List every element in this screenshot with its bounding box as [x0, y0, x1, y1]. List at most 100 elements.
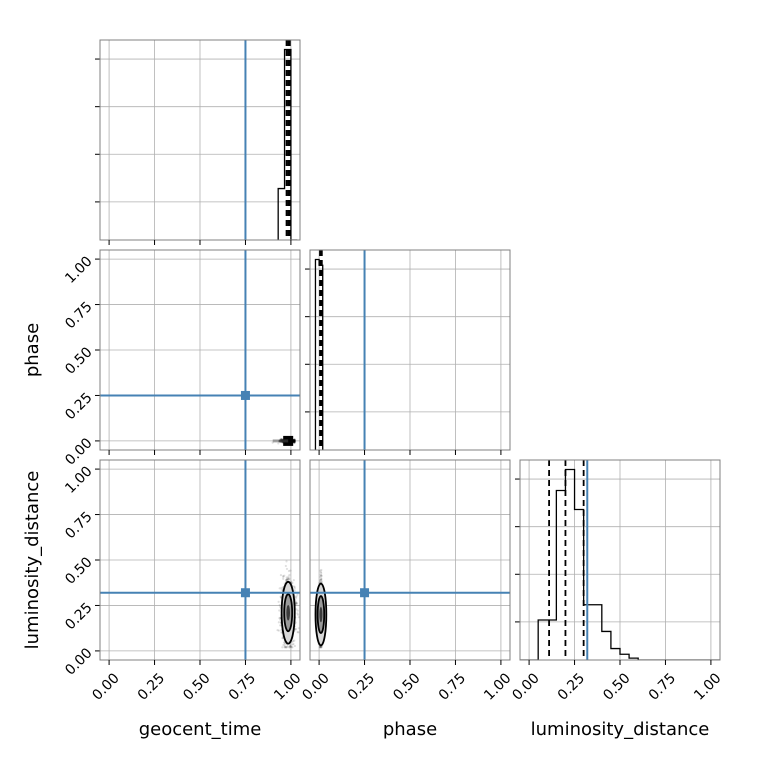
- sample-point: [284, 646, 287, 649]
- sample-point: [293, 439, 296, 442]
- sample-point: [293, 441, 296, 444]
- sample-point: [293, 439, 296, 442]
- sample-point: [279, 618, 282, 621]
- sample-point: [320, 571, 323, 575]
- contour-core: [286, 605, 290, 621]
- sample-point: [289, 645, 292, 648]
- sample-point: [282, 575, 285, 579]
- sample-point: [291, 646, 294, 649]
- sample-point: [293, 438, 296, 442]
- sample-point: [285, 579, 288, 582]
- x-axis-label-luminosity_distance: luminosity_distance: [531, 719, 710, 740]
- sample-point: [282, 577, 285, 580]
- sample-point: [319, 646, 323, 649]
- sample-point: [293, 440, 296, 444]
- sample-point: [293, 439, 296, 442]
- sample-point: [293, 439, 296, 442]
- x-tick-label: 0.50: [600, 670, 633, 703]
- sample-point: [318, 580, 322, 583]
- sample-point: [287, 578, 291, 581]
- sample-point: [292, 439, 296, 442]
- sample-point: [319, 578, 322, 582]
- sample-point: [293, 438, 296, 441]
- panel-geocent_time-geocent_time: [95, 39, 301, 245]
- sample-point: [285, 576, 288, 579]
- sample-point: [320, 646, 323, 649]
- y-tick-label: 0.25: [62, 600, 95, 633]
- sample-point: [285, 646, 288, 649]
- sample-point: [289, 645, 293, 648]
- sample-point: [296, 613, 300, 616]
- sample-point: [285, 646, 288, 649]
- sample-point: [295, 602, 298, 605]
- sample-point: [320, 574, 323, 577]
- sample-point: [297, 631, 300, 634]
- panel-phase-phase: [305, 249, 511, 455]
- sample-point: [294, 595, 297, 598]
- sample-point: [293, 439, 296, 442]
- sample-point: [319, 573, 322, 576]
- sample-point: [295, 601, 298, 604]
- sample-point: [293, 439, 296, 442]
- sample-point: [279, 437, 282, 440]
- y-tick-label: 0.50: [62, 344, 95, 377]
- sample-point: [288, 646, 291, 649]
- sample-point: [293, 439, 296, 443]
- sample-point: [287, 575, 290, 578]
- sample-point: [283, 641, 286, 644]
- sample-point: [318, 646, 321, 649]
- x-tick-label: 0.00: [509, 670, 542, 703]
- sample-point: [319, 571, 322, 574]
- y-tick-label: 1.00: [62, 463, 95, 496]
- x-tick-label: 0.00: [89, 670, 122, 703]
- panel-content: [100, 460, 300, 660]
- sample-point: [285, 578, 289, 582]
- sample-point: [280, 586, 283, 589]
- sample-point: [292, 585, 295, 588]
- truth-marker: [240, 390, 250, 400]
- x-tick-label: 0.50: [390, 670, 423, 703]
- sample-point: [277, 442, 280, 445]
- sample-point: [285, 567, 289, 571]
- sample-point: [287, 578, 290, 581]
- panel-content: [310, 460, 510, 660]
- panel-luminosity_distance-geocent_time: 0.00 0.25 0.50 0.75 1.00 0.00 0.25 0.50 0.75 1.00: [62, 459, 305, 704]
- truth-marker: [240, 588, 250, 598]
- x-tick-label: 0.50: [180, 670, 213, 703]
- sample-point: [287, 569, 291, 573]
- sample-point: [293, 439, 296, 442]
- sample-point: [284, 578, 288, 582]
- x-tick-label: 0.75: [436, 670, 469, 703]
- panel-content: [310, 250, 510, 450]
- sample-point: [277, 621, 280, 624]
- sample-point: [297, 627, 300, 630]
- sample-point: [294, 597, 297, 600]
- sample-point: [283, 646, 286, 649]
- sample-point: [296, 593, 299, 596]
- sample-point: [277, 600, 280, 603]
- sample-point: [292, 578, 295, 582]
- y-axis-label-luminosity_distance: luminosity_distance: [22, 471, 43, 650]
- sample-point: [319, 581, 322, 584]
- sample-point: [290, 646, 293, 649]
- sample-point: [293, 439, 296, 442]
- sample-point: [282, 643, 285, 647]
- sample-point: [292, 441, 295, 444]
- sample-point: [319, 575, 322, 579]
- sample-point: [292, 440, 295, 443]
- sample-point: [296, 609, 299, 612]
- histogram-geocent_time: [277, 48, 298, 240]
- sample-point: [295, 602, 298, 606]
- x-tick-label: 1.00: [691, 670, 724, 703]
- panel-luminosity_distance-luminosity_distance: 0.00 0.25 0.50 0.75 1.00: [509, 459, 725, 704]
- sample-point: [289, 645, 292, 649]
- sample-point: [295, 608, 298, 611]
- sample-point: [293, 439, 296, 443]
- sample-point: [293, 441, 296, 444]
- sample-point: [288, 577, 291, 580]
- sample-point: [288, 645, 292, 648]
- sample-point: [291, 581, 294, 584]
- panel-phase-geocent_time: 0.00 0.25 0.50 0.75 1.00: [62, 249, 301, 469]
- sample-point: [292, 439, 296, 443]
- sample-point: [319, 574, 322, 578]
